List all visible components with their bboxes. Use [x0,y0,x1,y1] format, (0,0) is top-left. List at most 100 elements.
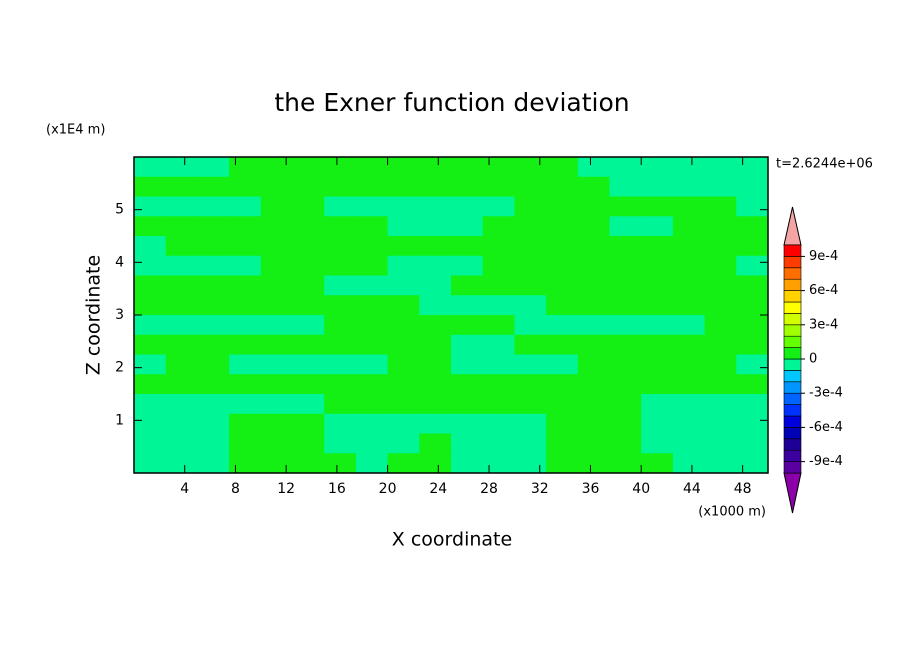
contour-cell [704,453,737,474]
contour-cell [165,275,198,296]
contour-cell [641,433,674,454]
contour-cell [482,157,515,178]
contour-cell [546,374,579,395]
contour-cell [260,275,293,296]
contour-cell [165,315,198,336]
contour-cell [355,413,389,434]
contour-cell [197,176,230,197]
contour-cell [672,176,706,197]
colorbar-tick-label: 3e-4 [809,317,838,332]
contour-cell [292,236,325,257]
contour-cell [736,334,769,355]
contour-cell [514,315,547,336]
contour-cell [451,315,484,336]
contour-cell [672,255,706,276]
contour-cell [736,354,769,375]
contour-cell [419,374,452,395]
contour-cell [546,334,579,355]
contour-cell [292,374,325,395]
contour-cell [704,275,737,296]
contour-cell [387,216,420,237]
contour-cell [229,413,262,434]
contour-cell [260,315,293,336]
contour-cell [229,334,262,355]
contour-cell [577,334,610,355]
contour-cell [134,275,167,296]
contour-cell [260,354,293,375]
contour-cell [609,334,642,355]
contour-cell [482,374,515,395]
contour-cell [609,196,642,217]
contour-cell [641,453,674,474]
contour-cell [704,216,737,237]
colorbar-segment [783,301,802,314]
contour-cell [482,275,515,296]
contour-cell [641,295,674,316]
contour-cell [577,236,610,257]
contour-cell [577,216,610,237]
colorbar-tick-label: -3e-4 [809,386,843,401]
contour-cell [482,315,515,336]
contour-cell [704,196,737,217]
contour-cell [324,394,357,415]
contour-cell [482,453,515,474]
contour-cell [482,176,515,197]
contour-cell [387,334,420,355]
contour-cell [577,157,610,178]
x-tick-label: 16 [328,481,346,497]
contour-cell [514,255,547,276]
contour-cell [229,354,262,375]
contour-cell [577,374,610,395]
contour-cell [736,295,769,316]
contour-cell [419,334,452,355]
contour-cell [292,334,325,355]
contour-cell [672,275,706,296]
x-tick-label: 28 [480,481,498,497]
contour-cell [134,433,167,454]
contour-cell [704,374,737,395]
contour-cell [704,255,737,276]
colorbar-segment [783,415,802,428]
contour-cell [229,295,262,316]
colorbar-segment [783,461,802,474]
y-tick-label: 5 [115,202,124,218]
contour-cell [355,453,389,474]
contour-cell [355,216,389,237]
contour-cell [165,157,198,178]
contour-cell [197,334,230,355]
contour-cell [451,354,484,375]
contour-cell [387,275,420,296]
contour-cell [134,216,167,237]
contour-cell [736,453,769,474]
contour-cell [577,453,610,474]
contour-cell [387,295,420,316]
contour-cell [736,196,769,217]
contour-cell [165,255,198,276]
colorbar-segment [783,370,802,383]
contour-cell [577,295,610,316]
contour-cell [387,255,420,276]
contour-cell [197,295,230,316]
contour-cell [672,236,706,257]
colorbar-segment [783,347,802,360]
contour-cell [546,453,579,474]
contour-cell [451,433,484,454]
contour-cell [577,394,610,415]
x-tick-label: 4 [180,481,189,497]
contour-cell [482,216,515,237]
contour-cell [577,315,610,336]
contour-cell [260,394,293,415]
contour-cell [197,196,230,217]
contour-cell [609,236,642,257]
contour-cell [324,176,357,197]
contour-cell [197,453,230,474]
annotation: t=2.6244e+06 [776,157,873,172]
contour-cell [546,236,579,257]
contour-cell [736,433,769,454]
contour-cell [229,433,262,454]
contour-cell [419,394,452,415]
contour-cell [419,157,452,178]
contour-cell [577,413,610,434]
contour-cell [641,236,674,257]
contour-cell [451,374,484,395]
